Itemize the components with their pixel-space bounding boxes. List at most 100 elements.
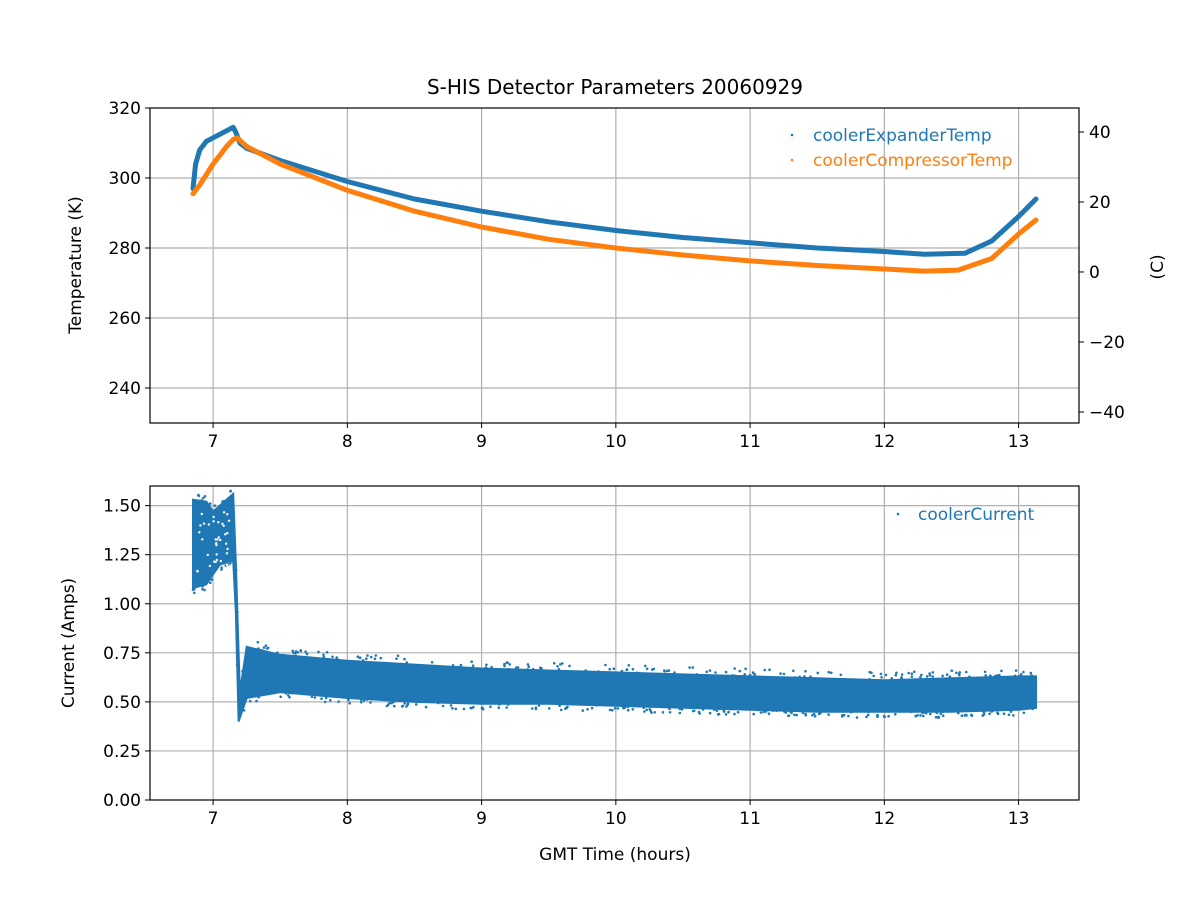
y-axis-label: Current (Amps) [59, 578, 79, 708]
data-point-coolerCurrent [509, 663, 512, 666]
data-point-coolerCurrent [997, 713, 1000, 716]
data-point-coolerCurrent [940, 713, 943, 716]
data-point-coolerCurrent [363, 699, 366, 702]
data-point-coolerCurrent [490, 666, 493, 669]
noise-gap [209, 565, 211, 567]
data-point-coolerCurrent [828, 671, 831, 674]
x-tick-label: 7 [208, 809, 219, 829]
noise-gap [207, 554, 209, 556]
data-point-coolerCurrent [241, 670, 244, 673]
data-point-coolerCurrent [450, 704, 453, 707]
data-point-coolerCurrent [197, 494, 200, 497]
data-point-coolerCurrent [326, 651, 329, 654]
data-point-coolerCurrent [931, 675, 934, 678]
y-tick-label: 0.25 [103, 742, 141, 762]
data-point-coolerCurrent [847, 715, 850, 718]
data-point-coolerCurrent [1012, 714, 1015, 717]
x-tick-label: 10 [605, 432, 627, 452]
data-point-coolerCurrent [727, 711, 730, 714]
data-point-coolerCurrent [763, 669, 766, 672]
data-point-coolerCurrent [193, 592, 196, 595]
data-point-coolerCurrent [1003, 712, 1006, 715]
data-point-coolerCurrent [758, 709, 761, 712]
data-point-coolerCurrent [263, 646, 266, 649]
data-point-coolerCurrent [257, 641, 260, 644]
data-point-coolerCurrent [942, 710, 945, 713]
x-tick-label: 13 [1008, 809, 1030, 829]
data-point-coolerCurrent [265, 644, 268, 647]
data-point-coolerCurrent [632, 668, 635, 671]
data-point-coolerCurrent [650, 711, 653, 714]
y2-tick-label: −20 [1089, 333, 1125, 353]
data-point-coolerCurrent [788, 714, 791, 717]
data-point-coolerCurrent [290, 692, 293, 695]
legend-entry: coolerExpanderTemp [813, 126, 992, 146]
data-point-coolerCurrent [922, 715, 925, 718]
y-tick-label: 0.00 [103, 791, 141, 811]
data-point-coolerCurrent [528, 665, 531, 668]
legend-marker [897, 513, 900, 516]
data-point-coolerCurrent [709, 669, 712, 672]
data-point-coolerCurrent [621, 670, 624, 673]
x-tick-label: 9 [476, 809, 487, 829]
legend-entry: coolerCurrent [918, 505, 1035, 525]
data-point-coolerCurrent [643, 710, 646, 713]
data-point-coolerCurrent [229, 490, 232, 493]
data-point-coolerCurrent [632, 708, 635, 711]
noise-gap [201, 513, 203, 515]
data-point-coolerCurrent [716, 709, 719, 712]
noise-gap [201, 538, 203, 540]
legend-marker [791, 134, 794, 137]
data-point-coolerCurrent [911, 672, 914, 675]
data-point-coolerCurrent [804, 670, 807, 673]
data-point-coolerCurrent [731, 674, 734, 677]
data-point-coolerCurrent [362, 659, 365, 662]
noise-gap [203, 522, 205, 524]
data-point-coolerCurrent [679, 708, 682, 711]
noise-gap [225, 569, 227, 571]
data-point-coolerCurrent [895, 672, 898, 675]
data-point-coolerCurrent [455, 708, 458, 711]
data-point-coolerCurrent [768, 712, 771, 715]
data-point-coolerCurrent [276, 651, 279, 654]
data-point-coolerCurrent [937, 716, 940, 719]
data-point-coolerCurrent [827, 713, 830, 716]
data-point-coolerCurrent [814, 715, 817, 718]
x-tick-label: 7 [208, 432, 219, 452]
data-point-coolerCurrent [375, 654, 378, 657]
data-point-coolerCurrent [624, 706, 627, 709]
data-point-coolerCurrent [968, 676, 971, 679]
data-point-coolerCurrent [713, 708, 716, 711]
data-point-coolerCurrent [749, 674, 752, 677]
data-point-coolerCurrent [688, 666, 691, 669]
y-tick-label: 260 [109, 309, 141, 329]
data-point-coolerCurrent [679, 712, 682, 715]
data-point-coolerCurrent [437, 702, 440, 705]
data-point-coolerCurrent [958, 671, 961, 674]
data-point-coolerCurrent [850, 711, 853, 714]
data-point-coolerCurrent [387, 703, 390, 706]
data-point-coolerCurrent [919, 714, 922, 717]
x-tick-label: 11 [739, 809, 761, 829]
data-point-coolerCurrent [932, 671, 935, 674]
data-point-coolerCurrent [515, 667, 518, 670]
data-point-coolerCurrent [257, 696, 260, 699]
data-point-coolerCurrent [668, 669, 671, 672]
data-point-coolerCurrent [390, 702, 393, 705]
data-point-coolerCurrent [779, 672, 782, 675]
data-point-coolerCurrent [653, 711, 656, 714]
noise-gap [225, 543, 227, 545]
data-point-coolerCurrent [370, 656, 373, 659]
data-point-coolerCurrent [380, 657, 383, 660]
data-point-coolerCurrent [538, 704, 541, 707]
data-point-coolerCurrent [949, 675, 952, 678]
data-point-coolerCurrent [526, 668, 529, 671]
chart-title: S-HIS Detector Parameters 20060929 [427, 75, 803, 99]
data-point-coolerCurrent [261, 649, 264, 652]
data-point-coolerCurrent [527, 663, 530, 666]
data-point-coolerCurrent [733, 667, 736, 670]
data-point-coolerCurrent [783, 673, 786, 676]
data-point-coolerCurrent [470, 707, 473, 710]
data-point-coolerCurrent [292, 652, 295, 655]
